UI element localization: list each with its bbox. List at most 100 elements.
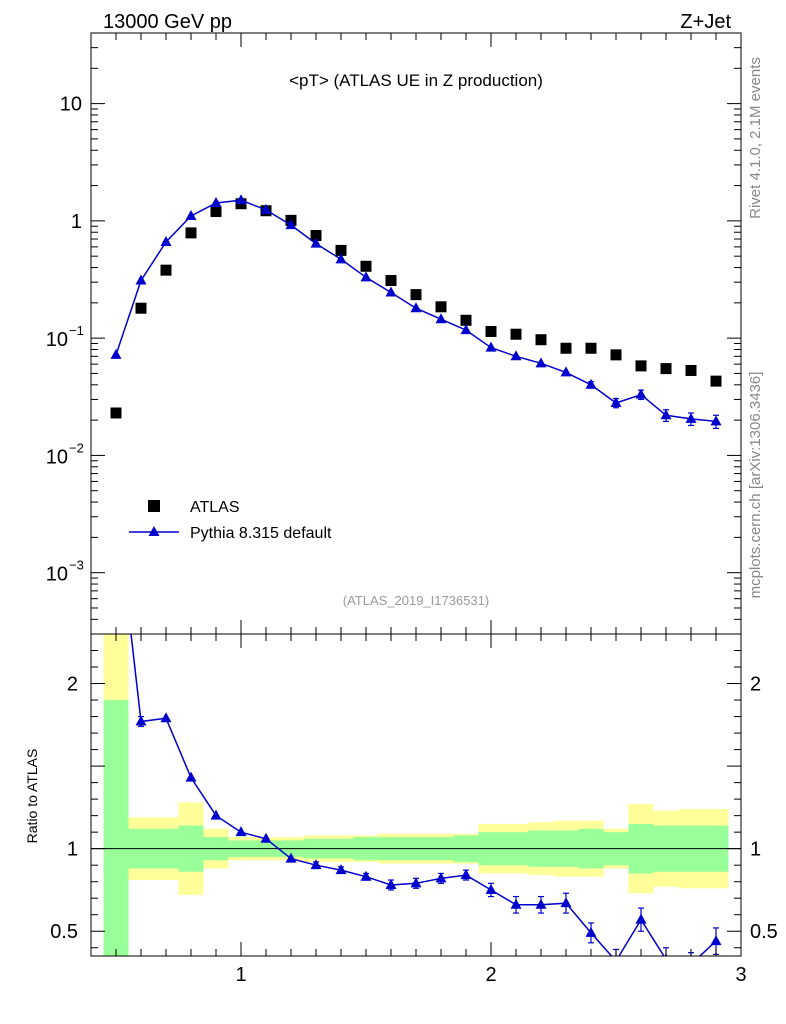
ratio-xtick-label: 2 — [485, 964, 496, 986]
ratio-point — [135, 715, 147, 726]
pythia-point — [285, 219, 297, 230]
ratio-band-green — [103, 700, 129, 956]
ratio-ytick-label-left: 1 — [67, 839, 78, 861]
legend-atlas-label: ATLAS — [190, 499, 240, 516]
pythia-point — [535, 357, 547, 368]
ratio-point — [385, 878, 397, 889]
ratio-point — [285, 852, 297, 863]
legend-atlas-marker — [148, 500, 160, 512]
mcplots-label: mcplots.cern.ch [arXiv:1306.3436] — [747, 372, 764, 599]
pythia-point — [485, 341, 497, 352]
atlas-point — [135, 302, 147, 314]
ratio-point — [111, 496, 122, 506]
ratio-point — [235, 826, 247, 837]
ratio-ytick-label-right: 0.5 — [750, 921, 778, 943]
atlas-point — [335, 244, 347, 256]
atlas-point — [310, 230, 322, 242]
atlas-point — [210, 206, 222, 218]
main-ytick-label: 10 — [46, 329, 68, 351]
pythia-point — [135, 274, 147, 285]
atlas-point — [360, 260, 372, 272]
atlas-point — [435, 301, 447, 313]
atlas-point — [410, 289, 422, 301]
atlas-point — [460, 314, 472, 326]
header-left: 13000 GeV pp — [103, 11, 232, 33]
main-ytick-label: 10 — [60, 94, 82, 116]
ratio-point — [585, 926, 597, 937]
chart-title: <pT> (ATLAS UE in Z production) — [289, 71, 543, 90]
ratio-ytick-label-right: 2 — [750, 674, 761, 696]
ratio-point — [686, 958, 697, 968]
legend-pythia-label: Pythia 8.315 default — [190, 525, 332, 542]
ratio-point — [635, 913, 647, 924]
pythia-point — [185, 210, 197, 221]
analysis-id: (ATLAS_2019_I1736531) — [343, 593, 489, 608]
ratio-point — [410, 877, 422, 888]
atlas-point — [610, 349, 622, 361]
ratio-ticks: 2 2 1 1 0.5 0.5 1 2 3 — [50, 633, 778, 986]
atlas-point — [635, 360, 647, 372]
ratio-xtick-label: 1 — [235, 964, 246, 986]
pythia-point — [210, 197, 222, 208]
ratio-point — [185, 771, 197, 782]
ratio-point — [310, 859, 322, 870]
ratio-point — [460, 869, 472, 880]
legend: ATLAS Pythia 8.315 default — [129, 499, 332, 542]
atlas-point — [510, 328, 522, 340]
ratio-ytick-label-left: 0.5 — [50, 921, 78, 943]
atlas-point — [685, 364, 697, 376]
pythia-point — [360, 271, 372, 282]
ratio-point — [335, 864, 347, 875]
ratio-ytick-label-left: 2 — [67, 674, 78, 696]
atlas-point — [585, 342, 597, 354]
main-ytick-label: 10 — [46, 564, 68, 586]
pythia-point — [585, 378, 597, 389]
atlas-point — [535, 334, 547, 346]
header-right: Z+Jet — [680, 11, 731, 33]
ratio-point — [485, 883, 497, 894]
ratio-point — [435, 872, 447, 883]
main-marks — [110, 194, 722, 429]
ratio-marks — [91, 496, 741, 968]
atlas-point — [710, 375, 722, 387]
pythia-point — [460, 324, 472, 335]
atlas-point — [385, 275, 397, 287]
pythia-point — [635, 388, 647, 399]
main-ytick-exponent: −1 — [69, 323, 84, 338]
atlas-point — [560, 342, 572, 354]
ratio-point — [510, 898, 522, 909]
pythia-point — [560, 366, 572, 377]
pythia-point — [160, 236, 172, 247]
pythia-point — [510, 350, 522, 361]
pythia-point — [235, 194, 247, 205]
atlas-point — [485, 325, 497, 337]
main-ytick-label: 1 — [71, 211, 82, 233]
rivet-label: Rivet 4.1.0, 2.1M events — [747, 57, 764, 219]
atlas-point — [185, 227, 197, 239]
pythia-point — [260, 203, 272, 214]
main-ytick-exponent: −2 — [69, 440, 84, 455]
main-frame — [90, 32, 742, 635]
atlas-point — [110, 407, 122, 419]
pythia-point — [610, 396, 622, 407]
pythia-point — [660, 409, 672, 420]
pythia-point — [385, 286, 397, 297]
pythia-point — [110, 348, 122, 359]
ratio-line — [130, 634, 717, 956]
legend-pythia-marker — [148, 526, 160, 536]
ratio-ylabel: Ratio to ATLAS — [24, 749, 40, 844]
pythia-point — [435, 313, 447, 324]
main-ytick-label: 10 — [46, 446, 68, 468]
pythia-point — [410, 302, 422, 313]
pythia-point — [685, 412, 697, 423]
ratio-point — [160, 712, 172, 723]
ratio-xtick-label: 3 — [735, 964, 746, 986]
ratio-point — [535, 898, 547, 909]
ratio-point — [560, 897, 572, 908]
main-ytick-exponent: −3 — [69, 558, 84, 573]
pythia-point — [710, 415, 722, 426]
pythia-point — [310, 237, 322, 248]
